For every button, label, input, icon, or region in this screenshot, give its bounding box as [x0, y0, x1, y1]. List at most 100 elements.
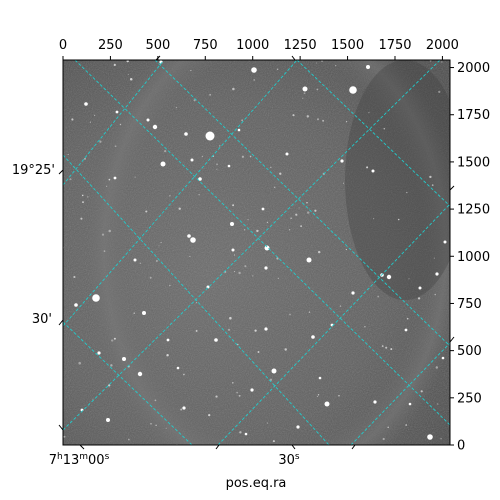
ra-grid-line	[74, 60, 450, 426]
dec-axis: 19°25' 30'	[12, 163, 64, 431]
faint-star	[279, 172, 282, 175]
faint-star	[87, 196, 89, 198]
faint-star	[71, 118, 74, 121]
faint-star	[80, 217, 83, 220]
dec-grid-line	[217, 203, 450, 445]
faint-star	[254, 329, 257, 332]
ra-tick-2: 30s	[278, 452, 300, 468]
faint-star	[198, 194, 200, 196]
faint-star	[106, 185, 108, 187]
dec-grid-line	[63, 60, 298, 327]
star	[166, 338, 170, 342]
faint-star	[306, 115, 310, 118]
faint-star	[441, 61, 443, 63]
star	[244, 432, 248, 436]
star	[285, 152, 289, 156]
faint-star	[315, 62, 317, 64]
faint-star	[420, 390, 423, 393]
faint-star	[69, 178, 72, 181]
faint-star	[229, 316, 232, 320]
star	[190, 237, 196, 243]
star	[205, 131, 215, 141]
y-tick-label: 1000	[457, 250, 490, 265]
faint-star	[373, 218, 375, 220]
faint-star	[127, 73, 129, 75]
faint-star	[150, 423, 152, 425]
faint-star	[113, 337, 116, 340]
star	[187, 234, 191, 238]
faint-star	[165, 427, 167, 429]
faint-star	[195, 302, 198, 304]
star	[351, 291, 355, 295]
faint-star	[382, 437, 385, 441]
dec-grid-line	[63, 60, 165, 186]
star	[231, 248, 235, 252]
faint-star	[189, 255, 191, 258]
faint-star	[101, 233, 105, 236]
x-tick-label: 1750	[378, 38, 411, 53]
star	[261, 207, 265, 211]
ra-grid-line	[154, 60, 450, 347]
star	[408, 402, 412, 406]
faint-star	[169, 284, 171, 287]
star	[92, 294, 100, 302]
y-pixel-axis: 0 250 500 750 1000 1250 1500 1750 2000	[450, 61, 490, 454]
x-tick-label: 1500	[331, 38, 364, 53]
y-tick-label: 750	[457, 297, 482, 312]
faint-star	[322, 119, 325, 122]
faint-star	[149, 276, 152, 279]
faint-star	[364, 326, 366, 328]
x-tick-label: 750	[193, 38, 218, 53]
faint-star	[276, 257, 279, 260]
faint-star	[227, 328, 231, 331]
dec-grid-line	[63, 60, 441, 431]
coordinate-grid	[63, 60, 450, 445]
faint-star	[231, 381, 234, 384]
y-tick-label: 2000	[457, 61, 490, 76]
star	[373, 400, 377, 404]
star	[113, 176, 117, 180]
faint-star	[108, 384, 111, 387]
sky-image	[63, 60, 450, 445]
faint-star	[169, 195, 171, 197]
ra-tick-1: 7h13m00s	[49, 452, 110, 468]
faint-star	[134, 176, 136, 178]
star	[427, 434, 433, 440]
faint-star	[232, 87, 235, 91]
faint-star	[289, 229, 291, 231]
star	[122, 357, 126, 361]
faint-star	[119, 123, 122, 126]
faint-star	[63, 435, 66, 438]
faint-star	[274, 186, 276, 188]
faint-star	[435, 366, 439, 369]
faint-star	[114, 145, 117, 148]
star	[318, 376, 322, 380]
faint-star	[383, 127, 386, 130]
faint-star	[438, 90, 441, 94]
faint-star	[385, 346, 388, 349]
faint-star	[93, 114, 96, 117]
faint-star	[218, 145, 221, 147]
faint-star	[145, 210, 148, 213]
faint-star	[397, 218, 400, 221]
dec-tick-1: 19°25'	[12, 163, 55, 178]
x-tick-label: 0	[59, 38, 67, 53]
faint-star	[108, 229, 111, 233]
faint-star	[164, 150, 167, 153]
faint-star	[316, 88, 319, 91]
ra-axis: 7h13m00s 30s	[49, 55, 455, 468]
faint-star	[335, 65, 337, 67]
faint-star	[440, 437, 442, 440]
star	[264, 245, 270, 251]
star	[230, 222, 234, 226]
faint-star	[243, 228, 246, 231]
faint-star	[292, 114, 295, 117]
ra-grid-line	[296, 60, 450, 207]
star	[106, 418, 110, 422]
faint-star	[81, 194, 84, 197]
faint-star	[434, 293, 436, 296]
star	[443, 240, 447, 244]
faint-star	[139, 262, 142, 264]
faint-star	[154, 399, 157, 402]
star	[206, 285, 210, 289]
